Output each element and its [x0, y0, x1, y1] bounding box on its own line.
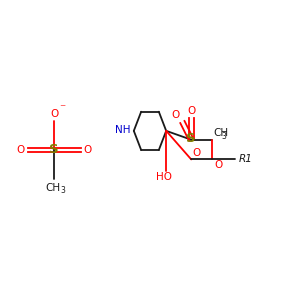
Text: HO: HO: [156, 172, 172, 182]
Text: O: O: [84, 145, 92, 155]
Text: 3: 3: [61, 186, 66, 195]
Text: O: O: [172, 110, 180, 120]
Text: O: O: [187, 106, 195, 116]
Text: 3: 3: [222, 132, 227, 141]
Text: CH: CH: [45, 183, 60, 193]
Text: R1: R1: [239, 154, 253, 164]
Text: CH: CH: [213, 128, 228, 138]
Text: O: O: [214, 160, 222, 170]
Text: ⁻: ⁻: [59, 102, 66, 115]
Text: S: S: [186, 132, 196, 145]
Text: O: O: [16, 145, 25, 155]
Text: O: O: [50, 109, 58, 119]
Text: S: S: [50, 143, 59, 157]
Text: NH: NH: [115, 125, 130, 135]
Text: O: O: [193, 148, 201, 158]
